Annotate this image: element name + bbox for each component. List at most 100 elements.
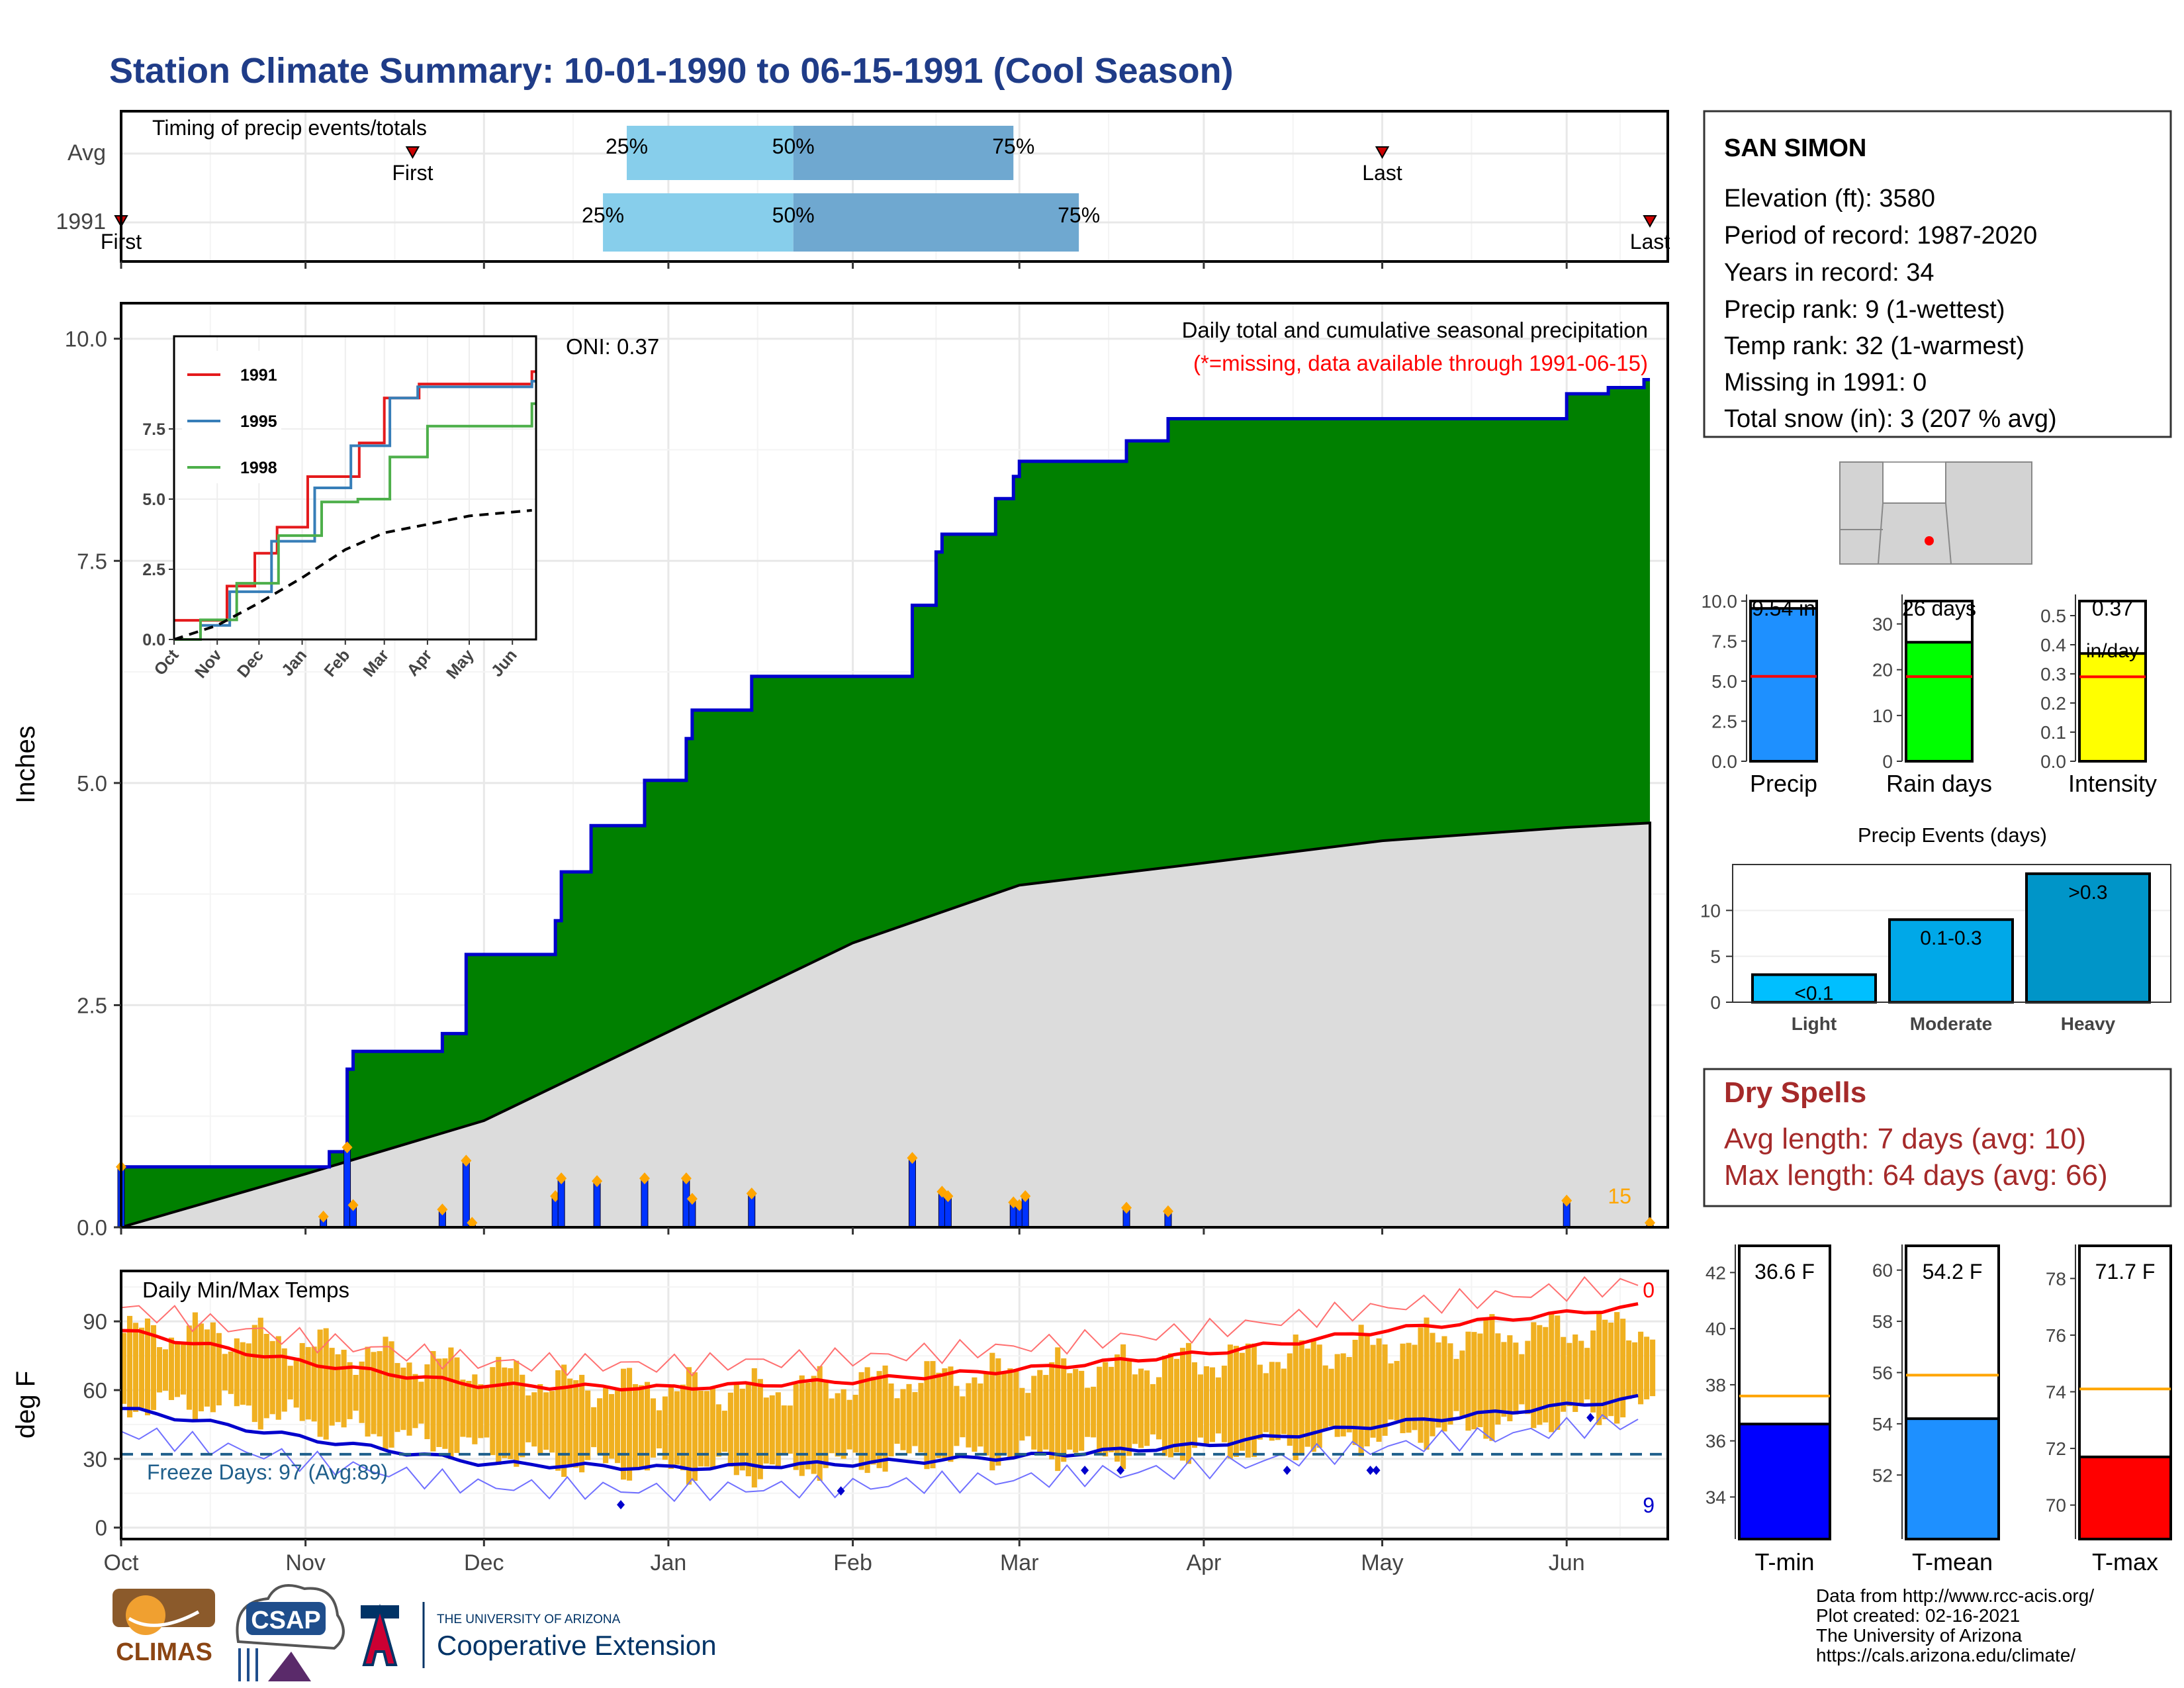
daily-temp-bar — [1103, 1362, 1109, 1457]
month-tick-label: Dec — [464, 1550, 504, 1575]
first-label: First — [392, 161, 433, 185]
daily-precip-marker — [907, 1152, 918, 1164]
month-x-axis: Oct Nov Dec Jan Feb Mar Apr May Jun — [104, 261, 1585, 1575]
precip-y-axis: 0.0 2.5 5.0 7.5 10.0 — [65, 327, 121, 1240]
daily-temp-bar — [1019, 1387, 1025, 1441]
daily-temp-bar — [1298, 1340, 1304, 1455]
station-line-missing: Missing in 1991: 0 — [1724, 369, 1927, 397]
daily-temp-bar — [174, 1341, 180, 1397]
daily-temp-bar — [1091, 1386, 1097, 1438]
daily-temp-bar — [805, 1382, 811, 1470]
daily-temp-bar — [715, 1404, 721, 1457]
summary-bars: 0.0 2.5 5.0 7.5 10.0 9.54 in Precip 0 10 20 30 26 d… — [1702, 591, 2158, 797]
daily-temp-bar — [1513, 1342, 1519, 1415]
csap-logo: CSAP — [236, 1584, 345, 1681]
mini-bar-tick-label: 7.5 — [1711, 632, 1737, 652]
daily-temp-bar — [757, 1379, 763, 1479]
daily-temp-bar — [745, 1382, 751, 1477]
mini-bar-tick-label: 20 — [1872, 660, 1893, 680]
daily-temp-bar — [888, 1383, 894, 1457]
month-tick-label: May — [1361, 1550, 1403, 1575]
daily-temp-bar — [1620, 1319, 1626, 1418]
inset-series-line — [173, 508, 532, 641]
q25-label: 25% — [582, 203, 624, 227]
quartile-bar-50-75 — [793, 193, 1079, 252]
temp-summary-tick-label: 76 — [2046, 1325, 2066, 1346]
daily-temp-bar — [1412, 1344, 1418, 1430]
footer-credits: Data from http://www.rcc-acis.org/ Plot … — [1816, 1585, 2094, 1665]
daily-temp-bar — [763, 1397, 769, 1464]
daily-temp-bar — [514, 1360, 520, 1467]
daily-temp-bar — [627, 1368, 633, 1481]
daily-temp-bar — [293, 1358, 299, 1408]
tmin-line — [120, 1393, 1639, 1472]
daily-temp-bar — [1370, 1344, 1376, 1438]
daily-precip-bar — [641, 1178, 649, 1228]
daily-temp-bar — [1519, 1354, 1525, 1405]
tmax-line — [120, 1302, 1639, 1391]
daily-temp-bar — [1293, 1335, 1298, 1460]
daily-temp-bar — [1561, 1336, 1567, 1412]
temp-summary-value-label: 71.7 F — [2095, 1260, 2156, 1284]
daily-temp-bar — [466, 1381, 472, 1438]
daily-temp-bar — [1596, 1313, 1602, 1425]
daily-temp-bar — [811, 1376, 817, 1474]
month-tick-label: Jan — [651, 1550, 687, 1575]
month-tick-label: Oct — [104, 1550, 139, 1575]
mini-bar-label: Precip — [1750, 770, 1817, 797]
events-bar — [2025, 872, 2151, 1004]
daily-temp-bar — [1185, 1342, 1192, 1464]
temp-summary-value — [1738, 1423, 1831, 1540]
inset-y-tick-label: 5.0 — [142, 491, 165, 509]
daily-precip-marker — [437, 1203, 448, 1216]
daily-temp-bar — [412, 1374, 418, 1429]
daily-precip-marker — [318, 1210, 329, 1223]
daily-temp-bar — [311, 1346, 317, 1422]
daily-temp-bar — [418, 1382, 424, 1424]
daily-temp-bar — [942, 1368, 948, 1461]
temp-summary-tick-label: 78 — [2046, 1268, 2066, 1289]
daily-temp-bar — [709, 1388, 715, 1469]
daily-temp-bar — [537, 1383, 543, 1455]
daily-temp-bar — [1144, 1370, 1150, 1446]
station-line-years: Years in record: 34 — [1724, 259, 1934, 287]
daily-temp-bar — [299, 1342, 305, 1421]
temp-tick-label: 0 — [95, 1516, 107, 1540]
daily-temp-bar — [960, 1396, 966, 1438]
daily-temp-bar — [484, 1387, 490, 1438]
daily-temp-bar — [1334, 1354, 1340, 1437]
mini-bar-value-label: 0.37 — [2092, 596, 2133, 620]
mini-bar-tick-label: 2.5 — [1711, 712, 1737, 732]
mini-bar-label: Rain days — [1886, 770, 1992, 797]
precip-tick-label: 5.0 — [77, 771, 107, 796]
daily-temp-bar — [1209, 1367, 1215, 1442]
daily-temp-bar — [1173, 1358, 1180, 1452]
daily-precip-marker — [1645, 1217, 1656, 1229]
daily-temp-bar — [1507, 1335, 1513, 1422]
daily-temp-bar — [1233, 1346, 1239, 1457]
daily-temp-bar — [1489, 1314, 1495, 1441]
daily-temp-bar — [674, 1391, 680, 1465]
daily-temp-bar — [1007, 1368, 1013, 1457]
temp-summary-tick-label: 54 — [1872, 1414, 1893, 1434]
daily-temp-bar — [222, 1354, 228, 1391]
temp-summary-tick-label: 56 — [1872, 1362, 1893, 1383]
footer-line-4: https://cals.arizona.edu/climate/ — [1816, 1645, 2075, 1665]
daily-temp-bar — [1269, 1362, 1275, 1441]
mini-bar-value-label: 9.54 in — [1752, 596, 1815, 620]
last-label: Last — [1362, 161, 1402, 185]
daily-temp-bar — [621, 1368, 627, 1480]
daily-temp-bar — [1245, 1343, 1251, 1458]
daily-temp-bar — [1287, 1353, 1293, 1446]
daily-temp-bar — [1626, 1340, 1632, 1399]
station-line-precip-rank: Precip rank: 9 (1-wettest) — [1724, 296, 2005, 324]
mini-bar-tick-label: 0.0 — [1711, 751, 1737, 772]
daily-temp-bar — [1132, 1374, 1138, 1444]
daily-temp-bar — [1079, 1370, 1085, 1451]
daily-temp-bar — [954, 1385, 960, 1446]
mini-bar-value-label: 26 days — [1902, 596, 1976, 620]
daily-precip-marker — [942, 1190, 954, 1203]
daily-temp-bar — [460, 1380, 466, 1437]
temp-summary-tick-label: 38 — [1706, 1375, 1726, 1395]
temp-summary-tick-label: 34 — [1706, 1487, 1726, 1507]
